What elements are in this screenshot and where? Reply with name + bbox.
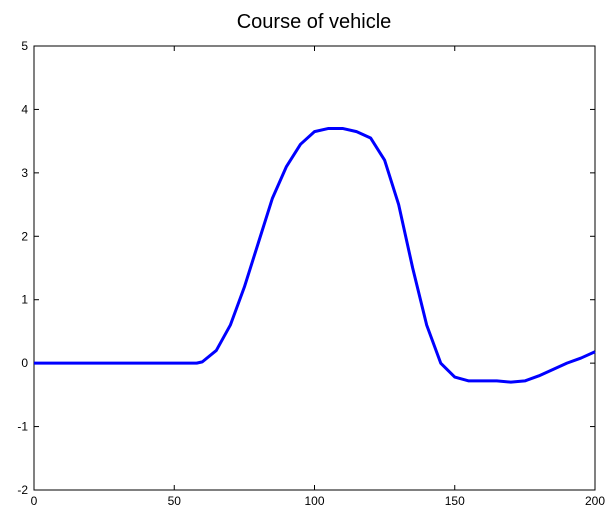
y-tick-label: 2 (21, 229, 28, 243)
y-tick-label: 4 (21, 102, 28, 116)
x-tick-label: 50 (168, 494, 182, 508)
y-tick-label: 5 (21, 39, 28, 53)
line (34, 126, 596, 384)
y-tick-label: 1 (21, 293, 28, 307)
x-tick-label: 0 (31, 494, 38, 508)
y-tick-label: 0 (21, 356, 28, 370)
chart-title: Course of vehicle (237, 11, 392, 33)
y-tick-label: -2 (17, 483, 28, 497)
x-tick-label: 200 (585, 494, 605, 508)
x-tick-label: 100 (304, 494, 324, 508)
x-tick-label: 150 (445, 494, 465, 508)
y-tick-label: 3 (21, 166, 28, 180)
plot-frame (33, 45, 596, 491)
y-tick-label: -1 (17, 420, 28, 434)
